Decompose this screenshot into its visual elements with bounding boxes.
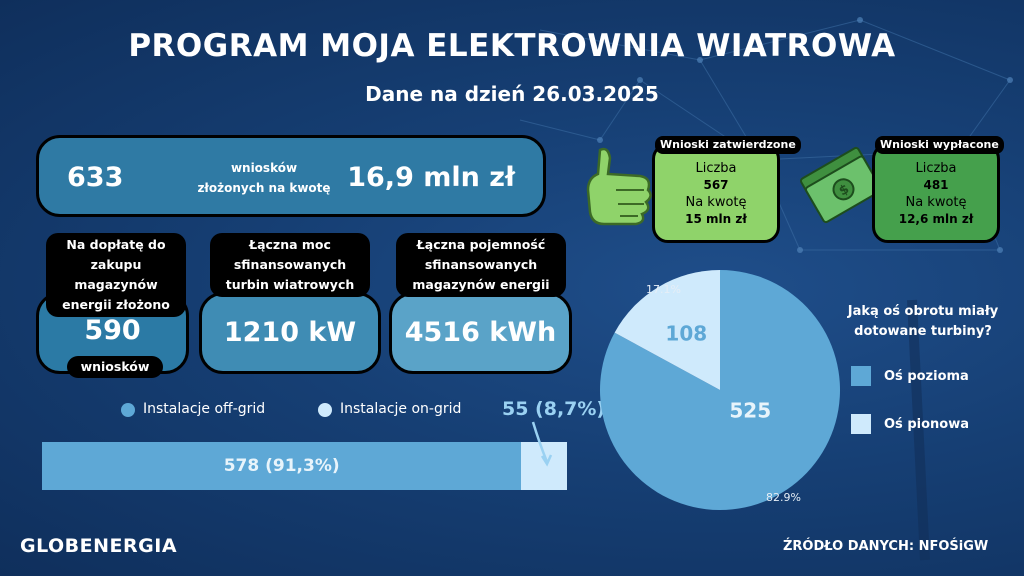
pie-percent-vertical: 17.1% <box>646 283 681 296</box>
paid-title: Wnioski wypłacone <box>875 136 1004 154</box>
data-source: ŹRÓDŁO DANYCH: NFOŚiGW <box>783 539 989 554</box>
turbine-power-value: 1210 kW <box>223 317 357 348</box>
legend-vertical-swatch <box>851 414 871 434</box>
paid-amount: 12,6 mln zł <box>898 212 974 226</box>
storage-applications-label-line2: zakupu magazynów <box>74 257 158 292</box>
storage-capacity-label-line3: magazynów energii <box>412 277 550 292</box>
turbine-power-label-line1: Łączna moc <box>249 237 331 252</box>
applications-card: 633 wniosków złożonych na kwotę 16,9 mln… <box>36 135 546 217</box>
legend-offgrid-swatch <box>121 403 135 417</box>
storage-applications-label: Na dopłatę do zakupu magazynów energii z… <box>46 233 186 317</box>
pie-slice-horizontal <box>600 270 840 510</box>
approved-count: 567 <box>703 178 729 192</box>
storage-capacity-label: Łączna pojemność sfinansowanych magazynó… <box>396 233 566 297</box>
paid-amount-label: Na kwotę <box>905 195 967 210</box>
storage-capacity-card: 4516 kWh <box>389 292 572 374</box>
storage-applications-unit: wniosków <box>67 356 163 378</box>
pie-value-vertical: 108 <box>665 321 707 345</box>
legend-ongrid-label: Instalacje on-grid <box>340 401 462 417</box>
storage-applications-label-line1: Na dopłatę do <box>66 237 166 252</box>
approved-card: Wnioski zatwierdzone Liczba 567 Na kwotę… <box>652 136 801 243</box>
bar-label-offgrid: 578 (91,3%) <box>223 456 340 476</box>
turbine-power-label-line2: sfinansowanych <box>233 257 347 272</box>
storage-applications-label-line3: energii złożono <box>62 297 170 312</box>
applications-label-line1: wniosków <box>230 161 298 175</box>
approved-title: Wnioski zatwierdzone <box>655 136 801 154</box>
grid-type-bar-chart: 578 (91,3%) <box>42 442 567 490</box>
turbine-power-label: Łączna moc sfinansowanych turbin wiatrow… <box>210 233 370 297</box>
approved-amount-label: Na kwotę <box>685 195 747 210</box>
thumbs-up-icon <box>586 147 652 226</box>
bar-segment-ongrid <box>521 442 567 490</box>
callout-arrow-icon <box>531 421 553 467</box>
page-subtitle: Dane na dzień 26.03.2025 <box>365 82 659 106</box>
globenergia-logo: GLOBENERGIA <box>20 535 178 557</box>
applications-label: wniosków złożonych na kwotę <box>189 158 339 198</box>
storage-capacity-value: 4516 kWh <box>404 317 557 348</box>
storage-capacity-label-line2: sfinansowanych <box>424 257 538 272</box>
legend-vertical-label: Oś pionowa <box>884 417 969 432</box>
legend-horizontal-swatch <box>851 366 871 386</box>
applications-label-line2: złożonych na kwotę <box>197 181 331 195</box>
legend-ongrid-swatch <box>318 403 332 417</box>
storage-capacity-label-line1: Łączna pojemność <box>416 237 546 252</box>
paid-card: Wnioski wypłacone Liczba 481 Na kwotę 12… <box>872 136 1004 243</box>
pie-percent-horizontal: 82.9% <box>766 491 801 504</box>
pie-question: Jaką oś obrotu miały dotowane turbiny? <box>847 304 999 339</box>
legend-horizontal-label: Oś pozioma <box>884 369 969 384</box>
legend-offgrid-label: Instalacje off-grid <box>143 401 266 417</box>
storage-applications-value: 590 <box>84 315 141 346</box>
money-icon: $ <box>800 146 882 224</box>
axis-type-pie-chart: 525 108 <box>600 270 840 510</box>
turbine-power-label-line3: turbin wiatrowych <box>225 277 355 292</box>
approved-count-label: Liczba <box>695 161 737 176</box>
approved-amount: 15 mln zł <box>685 212 747 226</box>
applications-amount: 16,9 mln zł <box>347 162 515 193</box>
applications-count: 633 <box>67 162 124 193</box>
pie-value-horizontal: 525 <box>729 399 771 423</box>
ongrid-callout-label: 55 (8,7%) <box>502 398 606 420</box>
bar-segment-offgrid <box>42 442 522 490</box>
pie-slice-vertical <box>614 270 720 390</box>
paid-count-label: Liczba <box>915 161 957 176</box>
paid-count: 481 <box>923 178 949 192</box>
page-title: PROGRAM MOJA ELEKTROWNIA WIATROWA <box>128 28 896 64</box>
turbine-power-card: 1210 kW <box>199 292 381 374</box>
